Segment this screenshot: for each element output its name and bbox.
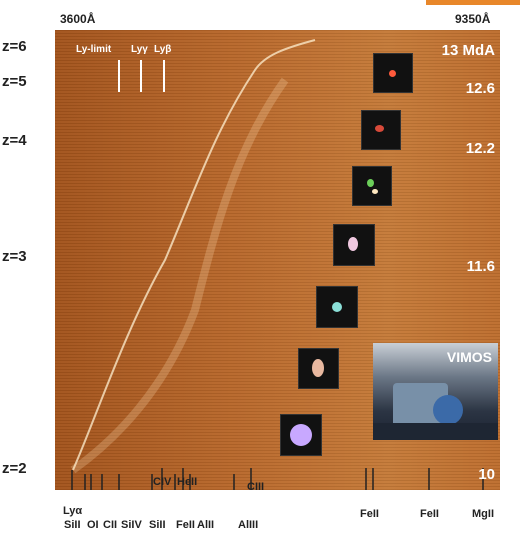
continuum-glow [70,77,289,474]
line-label-siiv: SiIV [121,519,142,531]
wavelength-min-label: 3600Å [60,12,96,26]
galaxy-thumb-3 [352,166,392,206]
age-label-11-6: 11.6 [466,258,495,275]
redshift-label-z4: z=4 [2,132,27,149]
lyman-alpha-trace [72,39,316,471]
spectra-overlay [70,39,484,490]
redshift-label-z2: z=2 [2,460,27,477]
line-label-feii-1: FeII [360,508,379,520]
line-label-mgii: MgII [472,508,494,520]
line-label-oi: OI [87,519,99,531]
galaxy-thumb-2 [361,110,401,150]
ly-limit-label: Ly-limit [76,44,112,55]
vimos-instrument-photo: VIMOS [373,343,498,440]
age-label-10: 10 [478,466,495,483]
line-label-ciii: CIII [247,481,265,493]
galaxy-thumb-5 [316,286,358,328]
line-label-feii-2: FeII [420,508,439,520]
line-label-sii-2: SiII [149,519,166,531]
galaxy-thumb-1 [373,53,413,93]
line-label-cii: CII [103,519,118,531]
ly-gamma-label: Lyγ [131,44,148,55]
emission-line-ticks [71,468,484,490]
age-label-13: 13 MdA [441,42,495,59]
ly-beta-label: Lyβ [154,44,172,55]
redshift-label-z6: z=6 [2,38,27,55]
galaxy-thumb-7 [280,414,322,456]
redshift-label-z5: z=5 [2,73,27,90]
redshift-label-z3: z=3 [2,248,27,265]
wavelength-max-label: 9350Å [455,12,491,26]
age-label-12-2: 12.2 [465,140,495,157]
age-label-12-6: 12.6 [465,80,495,97]
line-label-lya: Lyα [63,505,83,517]
accent-bar [426,0,520,5]
vimos-label: VIMOS [446,349,492,365]
line-label-aliii: AlIII [238,519,259,531]
galaxy-thumb-4 [333,224,375,266]
line-label-alii: AlII [197,519,215,531]
line-label-feii-3: FeII [176,519,195,531]
line-label-civ: CIV [153,476,172,488]
galaxy-thumb-6 [298,348,339,389]
line-label-heii: HeII [177,476,198,488]
line-label-sii: SiII [64,519,81,531]
